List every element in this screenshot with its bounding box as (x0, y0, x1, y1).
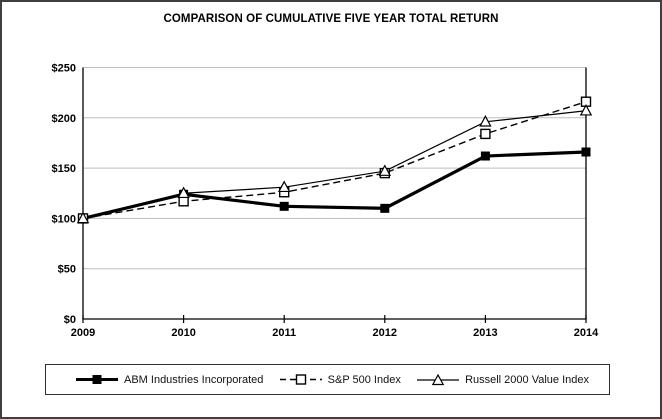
legend-label-abm: ABM Industries Incorporated (124, 373, 264, 386)
data-point-marker (76, 211, 90, 224)
x-tick-label: 2013 (473, 327, 497, 339)
data-point-marker (479, 115, 492, 127)
y-tick-label: $0 (64, 314, 76, 326)
x-tick-label: 2010 (171, 327, 195, 339)
y-tick-label: $150 (52, 163, 76, 175)
legend-label-russell: Russell 2000 Value Index (465, 373, 589, 386)
legend-entry-abm: ABM Industries Incorporated (76, 374, 263, 386)
y-tick-label: $250 (52, 63, 76, 75)
legend-entry-russell: Russell 2000 Value Index (417, 373, 589, 386)
data-point-marker (277, 180, 291, 193)
series-line-0 (82, 150, 587, 220)
y-tick-label: $50 (58, 264, 76, 276)
data-point-marker (581, 147, 591, 157)
data-point-marker (480, 128, 491, 140)
x-tick-label: 2012 (373, 327, 397, 339)
thick-line-filled-square-marker-icon (76, 375, 118, 384)
data-point-marker (378, 164, 392, 176)
series-line-1 (82, 101, 587, 220)
y-tick-label: $200 (52, 113, 76, 125)
data-point-marker (380, 203, 390, 213)
data-point-marker (177, 186, 190, 199)
thin-line-open-triangle-marker-icon (417, 373, 460, 385)
legend-label-sp500: S&P 500 Index (327, 373, 401, 386)
dashed-line-open-square-marker-icon (279, 374, 322, 385)
data-point-marker (480, 151, 490, 161)
series-line-2 (82, 110, 587, 219)
legend-entry-sp500: S&P 500 Index (279, 373, 401, 386)
chart-legend: ABM Industries Incorporated S&P 500 Inde… (45, 364, 610, 395)
chart-title: COMPARISON OF CUMULATIVE FIVE YEAR TOTAL… (163, 13, 499, 25)
data-point-marker (579, 103, 593, 116)
data-point-marker (279, 201, 289, 211)
x-tick-label: 2011 (272, 327, 296, 339)
y-tick-label: $100 (52, 213, 76, 225)
data-point-marker (178, 196, 189, 207)
x-tick-label: 2009 (71, 327, 95, 339)
x-tick-label: 2014 (574, 327, 599, 339)
